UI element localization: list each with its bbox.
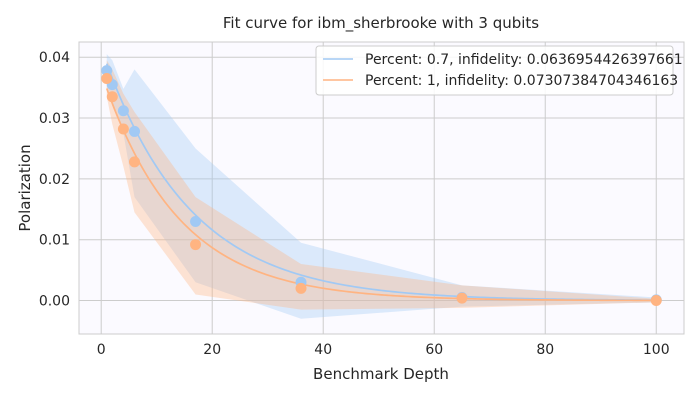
y-axis-label: Polarization [16,144,34,231]
x-axis-label: Benchmark Depth [313,365,449,383]
data-point-series-2 [190,239,202,251]
error-band-series-2 [106,60,657,310]
data-points [101,65,662,307]
y-tick-label: 0.03 [39,111,70,127]
data-point-series-2 [117,123,129,135]
legend-label-2: Percent: 1, infidelity: 0.07307384704346… [365,73,678,89]
y-tick-label: 0.00 [39,294,70,310]
error-bands [106,54,657,319]
chart-title: Fit curve for ibm_sherbrooke with 3 qubi… [223,14,539,33]
x-tick-label: 20 [203,342,221,358]
data-point-series-1 [129,125,141,137]
data-point-series-2 [456,292,468,304]
y-tick-label: 0.02 [39,172,70,188]
error-band-series-1 [106,54,657,319]
x-tick-label: 0 [97,342,106,358]
data-point-series-2 [295,282,307,294]
x-axis-ticks: 0 20 40 60 80 100 [97,342,670,358]
y-tick-label: 0.01 [39,233,70,249]
data-point-series-2 [650,295,662,307]
legend-label-1: Percent: 0.7, infidelity: 0.063695442639… [365,52,683,68]
x-tick-label: 40 [314,342,332,358]
legend: Percent: 0.7, infidelity: 0.063695442639… [315,45,683,96]
data-point-series-1 [190,215,202,227]
x-tick-label: 60 [425,342,443,358]
y-axis-ticks: 0.00 0.01 0.02 0.03 0.04 [39,50,70,309]
x-tick-label: 80 [536,342,554,358]
data-point-series-1 [117,105,129,117]
data-point-series-2 [101,73,113,84]
fit-curve-series-2 [105,88,657,302]
data-point-series-2 [106,91,118,103]
data-point-series-2 [129,156,141,168]
y-tick-label: 0.04 [39,50,70,66]
x-tick-label: 100 [643,342,670,358]
legend-box [315,45,674,96]
